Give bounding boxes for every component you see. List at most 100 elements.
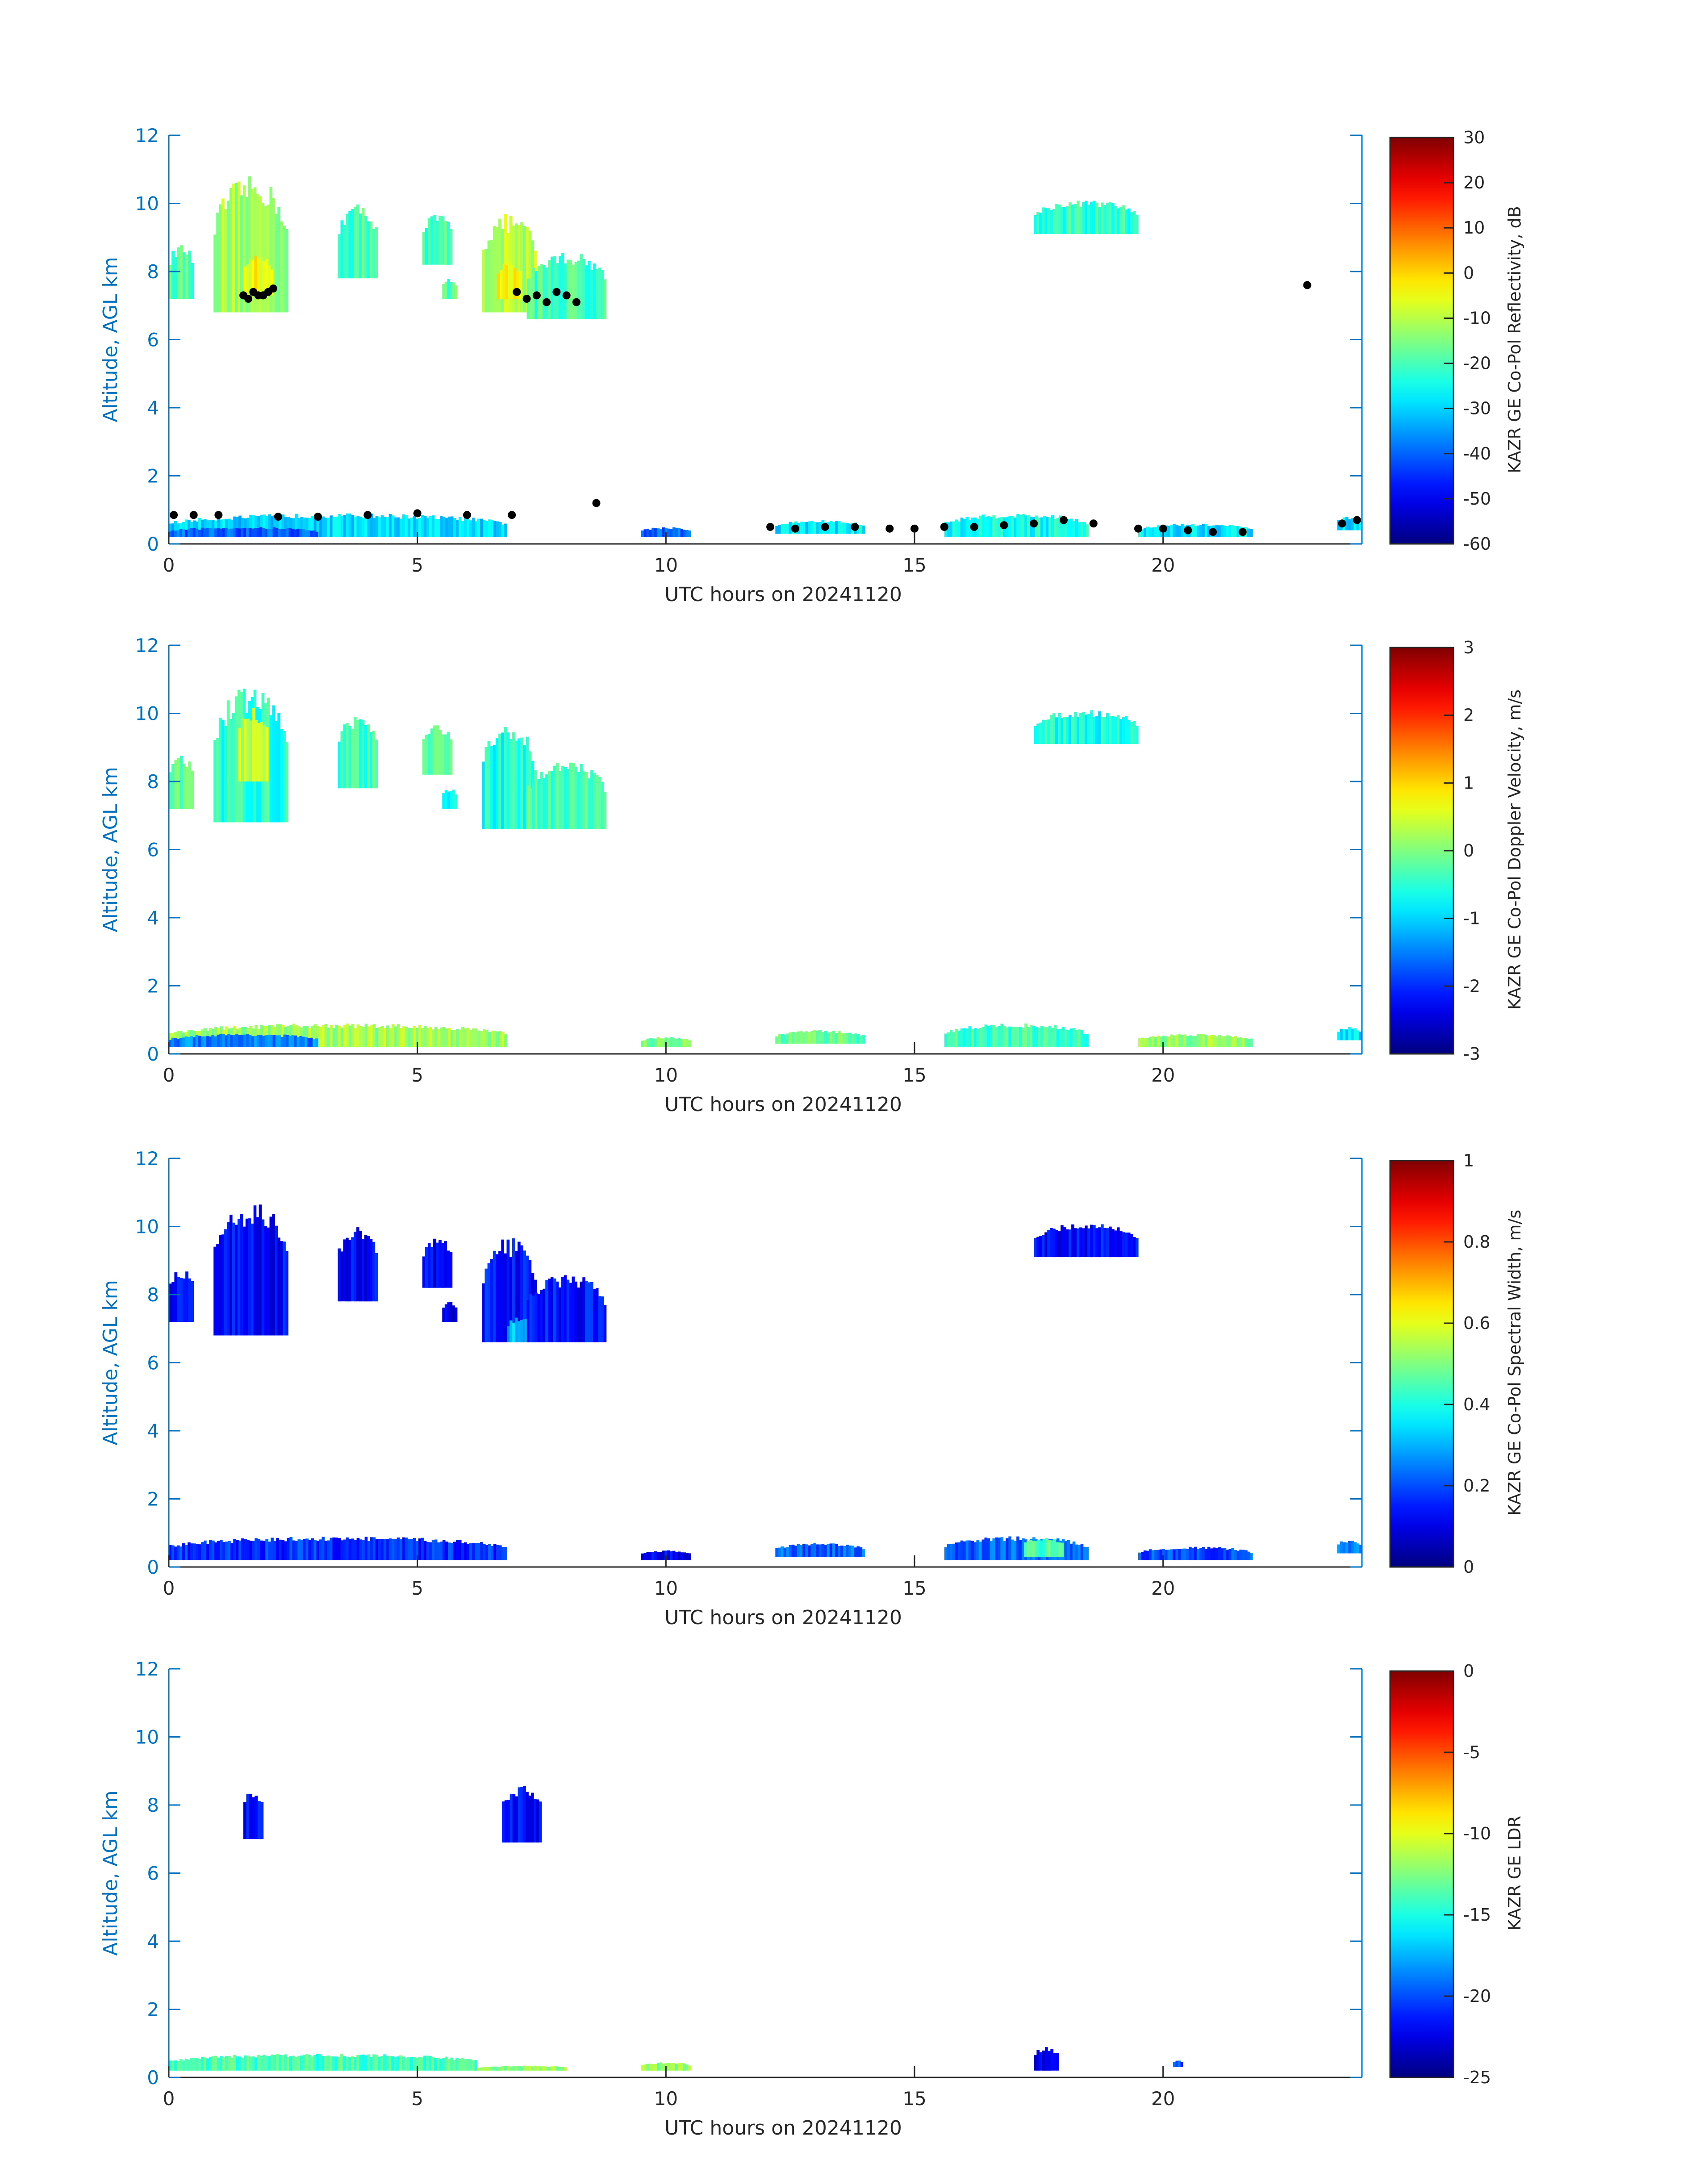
y-tick-label: 6	[147, 1863, 159, 1885]
echo-cell	[295, 2057, 298, 2071]
echo-cell	[359, 516, 363, 537]
echo-cell	[367, 724, 370, 789]
echo-cell	[185, 767, 188, 809]
echo-cell	[1342, 1029, 1346, 1040]
echo-cell	[246, 2056, 250, 2071]
overlay-point	[532, 291, 541, 300]
echo-cell	[555, 1281, 559, 1342]
colorbar-tick-label: 0.2	[1463, 1476, 1490, 1496]
echo-cell	[264, 529, 268, 537]
echo-cell	[526, 1255, 529, 1342]
echo-cell	[843, 1546, 846, 1557]
echo-cell	[819, 522, 822, 534]
echo-cell	[482, 2067, 486, 2071]
echo-cell	[1061, 207, 1064, 234]
echo-cell	[1228, 1549, 1232, 1560]
echo-cell	[781, 524, 784, 534]
echo-cell	[1191, 1036, 1194, 1047]
echo-cell	[585, 265, 588, 319]
x-axis-label: UTC hours on 20241120	[664, 1606, 902, 1629]
echo-cell	[783, 1034, 787, 1044]
echo-cell	[206, 1036, 209, 1047]
echo-cell	[805, 1031, 808, 1044]
x-tick-label: 5	[411, 554, 423, 576]
echo-cell	[529, 1294, 532, 1342]
echo-cell	[464, 1028, 467, 1047]
echo-cell	[1086, 524, 1089, 537]
echo-cell	[685, 1553, 689, 1560]
echo-cell	[641, 530, 644, 537]
echo-cell	[302, 1036, 305, 1047]
echo-cell	[216, 738, 219, 823]
echo-cell	[670, 2063, 673, 2071]
echo-cell	[1079, 1227, 1082, 1258]
echo-cell	[270, 269, 274, 296]
echo-cell	[346, 1537, 349, 1560]
echo-cell	[1083, 1546, 1086, 1560]
echo-cell	[180, 756, 183, 809]
x-tick-label: 10	[654, 554, 678, 576]
y-tick-label: 4	[147, 1420, 159, 1442]
echo-cell	[405, 515, 408, 537]
echo-cell	[590, 270, 593, 319]
echo-cell	[225, 528, 228, 537]
echo-cell	[514, 1250, 518, 1342]
echo-cell	[177, 758, 180, 809]
echo-cell	[434, 519, 438, 537]
echo-cell	[1212, 1547, 1216, 1560]
echo-cell	[313, 1024, 317, 1047]
echo-cell	[558, 771, 562, 829]
echo-cell	[296, 1037, 300, 1047]
echo-cell	[955, 519, 958, 537]
echo-cell	[269, 715, 273, 823]
echo-region	[1173, 2060, 1183, 2068]
echo-cell	[502, 263, 505, 299]
echo-cell	[1101, 1224, 1104, 1258]
echo-region	[1337, 1541, 1362, 1554]
echo-cell	[1056, 1542, 1059, 1557]
echo-cell	[523, 2065, 526, 2071]
echo-cell	[272, 198, 275, 313]
echo-cell	[286, 528, 289, 537]
echo-cell	[362, 2054, 365, 2071]
echo-cell	[1220, 1548, 1224, 1560]
echo-cell	[1111, 716, 1115, 744]
echo-cell	[656, 1037, 660, 1047]
echo-cell	[1071, 204, 1074, 234]
echo-cell	[1186, 1549, 1189, 1560]
echo-cell	[1173, 1549, 1176, 1560]
echo-cell	[1236, 526, 1240, 537]
echo-cell	[662, 2064, 665, 2071]
echo-cell	[859, 1035, 863, 1044]
echo-cell	[501, 524, 505, 537]
echo-cell	[254, 255, 257, 296]
echo-cell	[299, 529, 302, 537]
echo-cell	[1175, 525, 1178, 537]
echo-cell	[598, 1296, 601, 1342]
echo-cell	[829, 521, 833, 534]
echo-cell	[257, 258, 260, 296]
echo-cell	[174, 1272, 178, 1322]
echo-cell	[523, 1250, 526, 1342]
echo-cell	[434, 1027, 438, 1047]
echo-cell	[1044, 2047, 1048, 2071]
echo-cell	[1109, 202, 1112, 234]
echo-cell	[311, 2056, 314, 2071]
echo-cell	[375, 740, 378, 789]
echo-cell	[797, 1544, 800, 1557]
echo-cell	[1162, 1549, 1165, 1560]
echo-cell	[213, 740, 217, 823]
echo-cell	[1109, 1226, 1112, 1258]
echo-cell	[496, 521, 499, 537]
echo-cell	[952, 521, 956, 537]
echo-cell	[1098, 1227, 1101, 1258]
echo-cell	[1039, 1236, 1042, 1258]
echo-cell	[477, 1030, 480, 1047]
echo-cell	[375, 2055, 378, 2071]
echo-cell	[426, 517, 430, 537]
overlay-point	[821, 522, 829, 531]
echo-cell	[1342, 1542, 1346, 1554]
echo-cell	[380, 2056, 384, 2071]
echo-cell	[188, 520, 191, 537]
echo-cell	[1008, 516, 1011, 537]
